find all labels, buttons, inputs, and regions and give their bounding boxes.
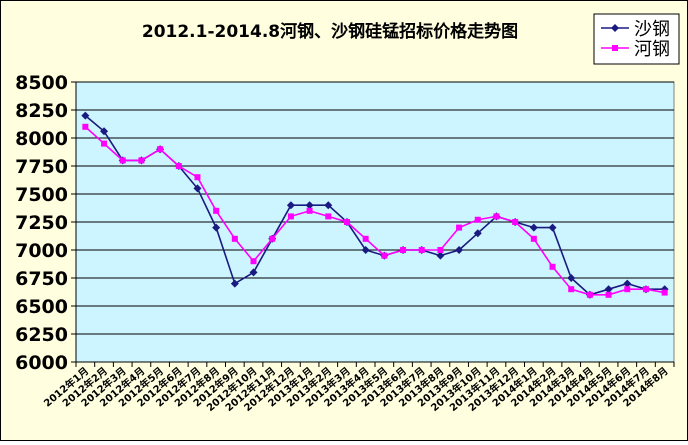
y-tick-label: 6750 (15, 268, 68, 290)
data-point (249, 268, 258, 277)
y-tick-label: 7750 (15, 156, 68, 178)
data-point (568, 286, 575, 293)
data-point (193, 184, 202, 193)
data-point (250, 258, 257, 265)
data-point (119, 157, 126, 164)
data-point (286, 201, 295, 210)
data-point (530, 235, 537, 242)
data-point (231, 235, 238, 242)
y-tick-label: 7000 (15, 240, 68, 262)
data-point (529, 223, 538, 232)
data-point (605, 291, 612, 298)
data-point (324, 201, 333, 210)
data-point (212, 223, 221, 232)
data-point (493, 213, 500, 220)
data-point (436, 251, 445, 260)
data-point (194, 174, 201, 181)
data-point (548, 223, 557, 232)
series-2 (82, 123, 668, 298)
chart-title: 2012.1-2014.8河钢、沙钢硅锰招标价格走势图 (142, 21, 518, 42)
data-point (306, 207, 313, 214)
data-point (81, 111, 90, 120)
y-tick-label: 7250 (15, 212, 68, 234)
data-point (474, 216, 481, 223)
data-point (623, 279, 632, 288)
data-point (362, 235, 369, 242)
legend-label: 河钢 (634, 39, 670, 60)
y-tick-label: 7500 (15, 184, 68, 206)
data-point (512, 219, 519, 225)
data-point (381, 252, 388, 259)
y-tick-label: 6500 (15, 296, 68, 318)
legend-marker (612, 45, 618, 51)
data-point (325, 213, 332, 220)
data-point (642, 286, 649, 293)
y-tick-label: 6000 (15, 352, 68, 374)
data-point (287, 213, 294, 220)
data-point (624, 286, 631, 293)
data-point (305, 201, 314, 210)
data-point (100, 127, 109, 136)
legend-marker (611, 24, 619, 32)
data-point (269, 235, 276, 242)
data-point (604, 285, 613, 294)
data-point (586, 291, 593, 298)
data-point (213, 207, 220, 214)
y-tick-label: 6250 (15, 324, 68, 346)
y-tick-label: 8250 (15, 100, 68, 122)
data-point (455, 246, 464, 254)
data-point (473, 229, 482, 238)
data-point (101, 140, 108, 147)
data-point (567, 274, 576, 282)
series-line (84, 114, 665, 296)
y-tick-label: 8000 (15, 128, 68, 150)
data-point (437, 247, 444, 253)
series-line (84, 126, 665, 296)
data-point (82, 123, 89, 130)
data-point (456, 224, 463, 231)
data-point (661, 289, 668, 296)
data-point (418, 247, 425, 253)
data-point (400, 247, 407, 253)
data-point (361, 246, 370, 254)
data-point (157, 146, 164, 153)
data-point (175, 163, 182, 169)
data-point (549, 263, 556, 270)
series-layer (81, 111, 669, 299)
data-point (230, 279, 239, 288)
legend-box (593, 13, 680, 65)
legend-label: 沙钢 (634, 19, 670, 40)
data-point (138, 157, 145, 164)
y-tick-label: 8500 (15, 72, 68, 94)
grid-layer (76, 81, 674, 335)
data-point (343, 219, 350, 225)
